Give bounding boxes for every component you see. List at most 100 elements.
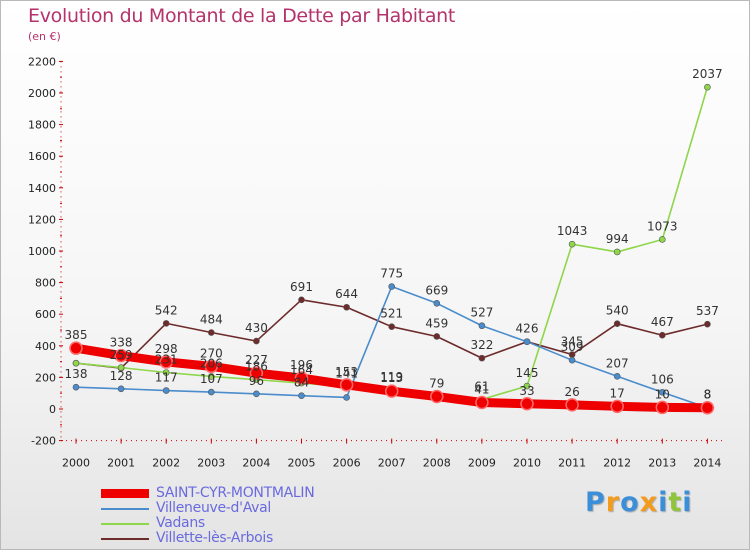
y-tick-label: 200 — [35, 371, 56, 384]
y-tick-label: 0 — [49, 403, 56, 416]
data-label: 10 — [655, 387, 670, 401]
series-point-villeneuve-d-aval — [523, 338, 531, 345]
data-label: 41 — [474, 383, 489, 397]
data-label: 1043 — [557, 224, 588, 238]
x-tick-label: 2007 — [378, 457, 406, 470]
data-label: 2037 — [692, 67, 723, 81]
y-tick-label: 1000 — [28, 245, 56, 258]
series-point-saint-cyr-montmalin — [610, 399, 624, 414]
series-point-villette-l-s-arbois — [343, 303, 350, 311]
x-tick-label: 2011 — [558, 457, 586, 470]
data-label: 540 — [606, 304, 629, 318]
series-point-villeneuve-d-aval — [388, 283, 396, 290]
data-label: 537 — [696, 304, 719, 318]
data-label: 1073 — [647, 219, 678, 233]
data-label: 775 — [380, 267, 403, 281]
chart-title: Evolution du Montant de la Dette par Hab… — [28, 5, 456, 27]
series-point-villette-l-s-arbois — [433, 333, 441, 340]
data-label: 96 — [249, 374, 264, 388]
data-label: 141 — [335, 367, 358, 381]
series-point-vadans — [704, 83, 711, 91]
series-point-villeneuve-d-aval — [298, 392, 305, 400]
series-point-vadans — [208, 373, 215, 380]
logo-letter: o — [620, 487, 640, 518]
data-label: 231 — [155, 353, 178, 367]
x-tick-label: 2010 — [513, 457, 541, 470]
y-tick-label: 800 — [35, 277, 56, 290]
legend-swatch-vadans — [101, 523, 149, 525]
legend-swatch-saint-cyr — [101, 489, 149, 498]
data-label: 994 — [606, 232, 629, 246]
data-label: 298 — [155, 342, 178, 356]
data-label: 119 — [380, 370, 403, 384]
data-label: 521 — [380, 307, 403, 321]
series-point-saint-cyr-montmalin — [69, 341, 83, 355]
legend-label-saint-cyr: SAINT-CYR-MONTMALIN — [156, 485, 315, 501]
series-point-vadans — [72, 359, 80, 367]
x-tick-label: 2002 — [152, 457, 180, 470]
data-label: 117 — [155, 371, 178, 385]
series-point-villeneuve-d-aval — [658, 388, 666, 396]
logo-letter: x — [639, 487, 659, 518]
data-label: 345 — [561, 334, 584, 348]
series-point-villeneuve-d-aval — [117, 385, 125, 393]
data-label: 467 — [651, 315, 674, 329]
series-point-villette-l-s-arbois — [478, 354, 486, 362]
x-tick-label: 2003 — [197, 457, 225, 470]
series-point-villeneuve-d-aval — [343, 394, 350, 401]
series-point-villeneuve-d-aval — [478, 322, 486, 330]
data-label: 79 — [429, 377, 444, 391]
series-point-villeneuve-d-aval — [253, 390, 260, 398]
y-tick-label: 1200 — [28, 213, 56, 226]
series-point-vadans — [162, 369, 170, 376]
x-tick-label: 2001 — [107, 457, 135, 470]
legend-label-vadans: Vadans — [156, 515, 205, 531]
series-point-villette-l-s-arbois — [253, 337, 260, 345]
data-label: 385 — [65, 328, 88, 342]
data-label: 644 — [335, 287, 358, 301]
data-label: 8 — [704, 388, 712, 402]
x-tick-label: 2012 — [603, 457, 631, 470]
series-point-vadans — [117, 364, 125, 371]
series-point-villette-l-s-arbois — [388, 323, 396, 330]
series-point-villeneuve-d-aval — [433, 299, 441, 307]
data-label: 484 — [200, 313, 223, 327]
data-label: 113 — [380, 371, 403, 385]
data-label: 227 — [245, 353, 268, 367]
series-point-vadans — [613, 248, 621, 256]
data-label: 196 — [290, 358, 313, 372]
data-label: 84 — [294, 376, 309, 390]
y-tick-label: 1800 — [28, 119, 56, 132]
legend-swatch-villeneuve — [101, 508, 149, 510]
series-point-villeneuve-d-aval — [162, 387, 170, 394]
series-point-saint-cyr-montmalin — [430, 389, 444, 404]
series-point-villeneuve-d-aval — [208, 388, 215, 396]
series-point-saint-cyr-montmalin — [159, 355, 173, 369]
data-label: 186 — [245, 360, 268, 374]
x-tick-label: 2000 — [62, 457, 90, 470]
data-label: 138 — [65, 367, 88, 381]
data-label: 669 — [425, 283, 448, 297]
data-label: 207 — [606, 356, 629, 370]
data-label: 26 — [564, 385, 579, 399]
y-tick-label: 2200 — [28, 55, 56, 68]
series-point-saint-cyr-montmalin — [565, 398, 579, 412]
x-tick-label: 2014 — [693, 457, 721, 470]
series-point-vadans — [658, 236, 666, 243]
chart-unit: (en €) — [28, 30, 61, 43]
logo-letter: i — [658, 487, 669, 518]
data-label: 430 — [245, 321, 268, 335]
series-point-saint-cyr-montmalin — [475, 395, 489, 410]
series-point-vadans — [523, 382, 531, 390]
series-point-villeneuve-d-aval — [568, 356, 576, 364]
series-point-saint-cyr-montmalin — [700, 400, 715, 415]
series-point-villette-l-s-arbois — [704, 320, 711, 328]
data-label: 8 — [704, 388, 712, 402]
series-point-saint-cyr-montmalin — [294, 371, 309, 385]
data-label: 338 — [110, 336, 133, 350]
data-label: 691 — [290, 280, 313, 294]
y-tick-label: 1400 — [28, 182, 56, 195]
series-point-saint-cyr-montmalin — [114, 348, 128, 363]
